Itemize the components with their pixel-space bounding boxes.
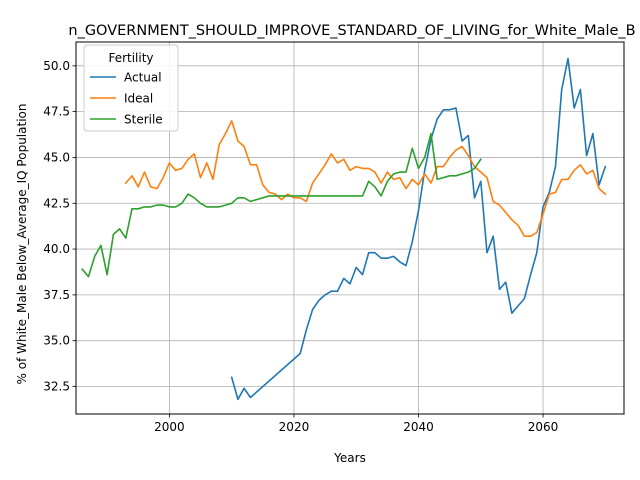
- y-axis-label: % of White_Male Below_Average_IQ Populat…: [15, 104, 29, 385]
- legend-title: Fertility: [108, 51, 153, 65]
- y-tick-label: 47.5: [43, 105, 70, 119]
- y-tick-label: 35.0: [43, 334, 70, 348]
- x-axis-label: Years: [333, 451, 366, 465]
- legend-box: [83, 44, 179, 132]
- grid-lines: [76, 42, 624, 414]
- legend-entries: Actual Ideal Sterile: [90, 71, 163, 127]
- plot-frame: [75, 41, 625, 415]
- y-tick-label: 37.5: [43, 288, 70, 302]
- y-tick-label: 40.0: [43, 242, 70, 256]
- legend-label-actual: Actual: [124, 71, 162, 85]
- series-line-sterile: [81, 132, 482, 278]
- legend: Fertility Actual Ideal Sterile: [83, 44, 179, 132]
- x-axis-ticks: 2000 2020 2040 2060: [154, 414, 558, 434]
- x-tick-label: 2040: [403, 420, 434, 434]
- series-lines: [81, 57, 607, 401]
- chart-title: n_GOVERNMENT_SHOULD_IMPROVE_STANDARD_OF_…: [68, 23, 635, 39]
- legend-label-sterile: Sterile: [124, 113, 163, 127]
- x-tick-label: 2060: [528, 420, 559, 434]
- x-tick-label: 2000: [154, 420, 185, 434]
- y-tick-label: 50.0: [43, 59, 70, 73]
- y-axis-ticks: 32.5 35.0 37.5 40.0 42.5 45.0 47.5 50.0: [43, 59, 76, 394]
- y-tick-label: 32.5: [43, 380, 70, 394]
- y-tick-label: 45.0: [43, 150, 70, 164]
- x-tick-label: 2020: [279, 420, 310, 434]
- y-tick-label: 42.5: [43, 196, 70, 210]
- series-line-actual: [230, 57, 607, 401]
- series-line-ideal: [124, 120, 607, 237]
- legend-label-ideal: Ideal: [124, 92, 153, 106]
